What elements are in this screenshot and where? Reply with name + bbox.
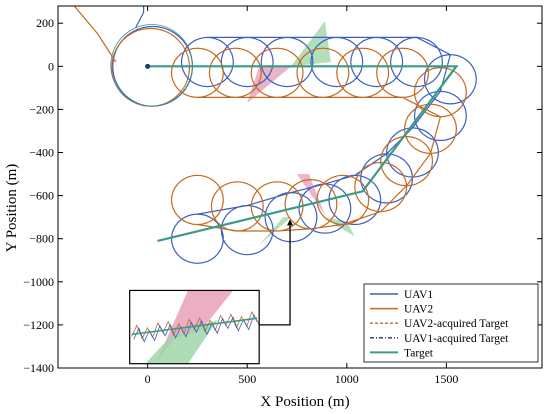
y-tick-label: −1400	[23, 361, 54, 375]
inset-target-line	[131, 317, 258, 336]
y-axis-label: Y Position (m)	[4, 164, 20, 253]
inset-arrow-head	[287, 219, 294, 226]
target-path	[147, 65, 459, 242]
uav1-trajectory	[170, 36, 477, 264]
y-tick-label: −400	[29, 146, 54, 160]
x-tick-label: 0	[145, 372, 151, 386]
uav2-start-path	[73, 6, 117, 63]
legend-entry: UAV1-acquired Target	[404, 333, 509, 345]
y-tick-label: −200	[29, 102, 54, 116]
legend: UAV1 UAV2 UAV2-acquired Target UAV1-acquire…	[363, 283, 539, 363]
uav1-start-path	[135, 6, 145, 28]
y-tick-label: −800	[29, 232, 54, 246]
legend-entry: UAV2-acquired Target	[404, 318, 509, 330]
legend-entry: UAV2	[404, 304, 433, 316]
plot-area: 0 500 1000 15002000−200−400−600−800−1000−12…	[23, 5, 543, 386]
x-tick-label: 1000	[335, 372, 359, 386]
y-tick-label: 200	[36, 16, 54, 30]
plot-content	[73, 6, 477, 264]
legend-entry: Target	[404, 347, 434, 359]
inset-green-sector	[145, 319, 218, 364]
uav2-trajectory	[170, 47, 467, 232]
sector-green-3	[259, 217, 292, 246]
y-tick-label: −1000	[23, 275, 54, 289]
y-tick-label: −1200	[23, 318, 54, 332]
axes-frame	[57, 5, 543, 369]
inset-arrow	[259, 223, 291, 326]
inset-uav1-path	[133, 313, 260, 343]
sector-green-1	[291, 21, 331, 67]
target-start-marker	[145, 63, 151, 69]
x-tick-label: 500	[238, 372, 256, 386]
inset-border	[129, 289, 260, 365]
y-tick-label: −600	[29, 189, 54, 203]
legend-entry: UAV1	[404, 289, 433, 301]
x-tick-label: 1500	[434, 372, 458, 386]
x-axis-label: X Position (m)	[260, 394, 349, 410]
y-tick-label: 0	[48, 59, 54, 73]
sector-red-0	[247, 66, 292, 103]
